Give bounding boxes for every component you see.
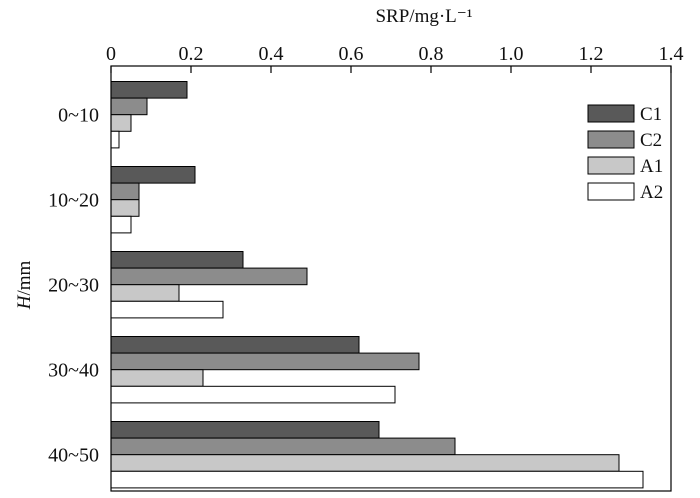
bar-c1-1 <box>110 166 196 184</box>
x-axis: 0 0.2 0.4 0.6 0.8 1.0 1.2 1.4 <box>106 43 684 73</box>
x-tick-label: 0 <box>106 43 116 65</box>
bar-a2-0 <box>110 130 120 149</box>
legend: C1 C2 A1 A2 <box>587 104 663 203</box>
bar-c2-2 <box>110 267 308 286</box>
y-axis-title-unit: /mm <box>14 260 35 295</box>
y-category-label: 40~50 <box>48 445 99 467</box>
bar-c2-3 <box>110 352 420 371</box>
bar-a1-3 <box>110 369 204 387</box>
plot-frame <box>110 65 672 492</box>
bar-c2-4 <box>110 437 456 456</box>
x-tick-label: 0.2 <box>179 43 204 65</box>
bar-c2-1 <box>110 182 140 201</box>
legend-swatch-c2 <box>587 130 635 149</box>
x-tick-label: 1.2 <box>579 43 604 65</box>
x-tick-label: 1.0 <box>499 43 524 65</box>
y-category-label: 0~10 <box>58 105 99 127</box>
y-axis: 0~10 10~20 20~30 30~40 40~50 <box>48 105 99 467</box>
bar-a2-1 <box>110 215 132 234</box>
legend-label-a1: A1 <box>640 156 663 177</box>
bar-a1-0 <box>110 114 132 132</box>
bar-c2-0 <box>110 97 148 116</box>
bar-c1-4 <box>110 421 380 439</box>
bars-layer <box>110 81 644 489</box>
x-tick-label: 0.6 <box>339 43 364 65</box>
y-category-label: 20~30 <box>48 275 99 297</box>
bar-c1-3 <box>110 336 360 354</box>
x-axis-title: SRP/mg·L⁻¹ <box>375 6 472 27</box>
bar-c1-0 <box>110 81 188 99</box>
legend-label-c2: C2 <box>640 130 662 151</box>
x-tick-label: 0.4 <box>259 43 284 65</box>
bar-a2-3 <box>110 385 396 404</box>
bar-c1-2 <box>110 251 244 269</box>
bar-a2-4 <box>110 470 644 489</box>
bar-a1-1 <box>110 199 140 217</box>
x-tick-label: 1.4 <box>659 43 684 65</box>
legend-label-a2: A2 <box>640 182 663 203</box>
legend-swatch-a1 <box>587 156 635 175</box>
legend-swatch-a2 <box>587 182 635 201</box>
bar-a1-2 <box>110 284 180 302</box>
y-axis-title-variable: H <box>14 294 35 310</box>
x-tick-label: 0.8 <box>419 43 444 65</box>
legend-swatch-c1 <box>587 104 635 123</box>
legend-label-c1: C1 <box>640 104 662 125</box>
bar-a1-4 <box>110 454 620 472</box>
bar-a2-2 <box>110 300 224 319</box>
y-axis-title: H/mm <box>14 260 35 310</box>
y-category-label: 30~40 <box>48 360 99 382</box>
y-category-label: 10~20 <box>48 190 99 212</box>
